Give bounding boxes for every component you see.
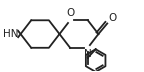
Text: O: O xyxy=(108,13,116,23)
Text: HN: HN xyxy=(3,29,19,39)
Text: N: N xyxy=(84,49,92,59)
Text: O: O xyxy=(66,8,74,18)
